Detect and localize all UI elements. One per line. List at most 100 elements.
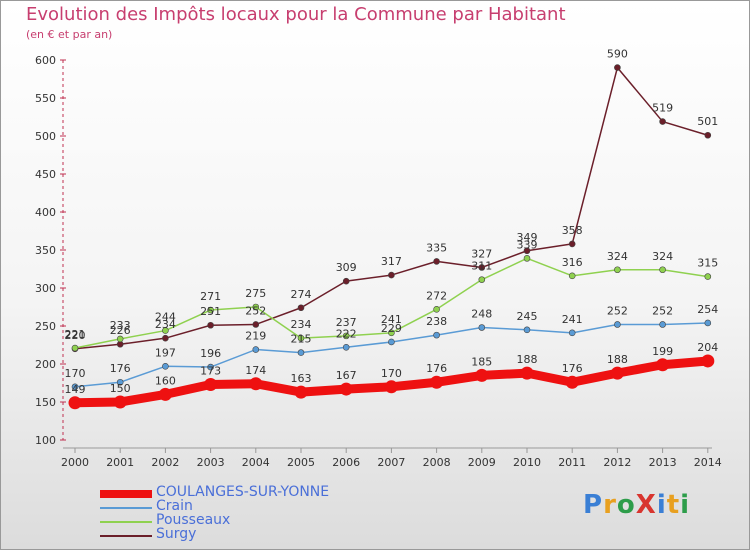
data-point-crain xyxy=(568,329,576,337)
data-label-surgy: 234 xyxy=(155,318,176,331)
series-lines xyxy=(68,64,715,410)
data-point-coulanges-sur-yonne xyxy=(520,366,534,380)
data-label-pousseaux: 316 xyxy=(562,256,583,269)
data-label-surgy: 220 xyxy=(65,329,86,342)
data-label-pousseaux: 339 xyxy=(517,238,538,251)
data-label-surgy: 226 xyxy=(110,324,131,337)
data-point-crain xyxy=(342,343,350,351)
data-point-crain xyxy=(388,338,395,346)
data-point-crain xyxy=(614,321,621,328)
data-label-crain: 248 xyxy=(471,308,492,321)
data-point-crain xyxy=(162,362,169,370)
data-point-pousseaux xyxy=(523,255,531,262)
data-point-surgy xyxy=(162,334,169,342)
legend: COULANGES-SUR-YONNE Crain Pousseaux Surg… xyxy=(100,484,440,542)
x-tick-label: 2011 xyxy=(558,456,586,469)
data-point-surgy xyxy=(568,240,576,248)
x-tick-label: 2002 xyxy=(151,456,179,469)
data-label-pousseaux: 237 xyxy=(336,316,357,329)
data-point-pousseaux xyxy=(388,329,395,337)
data-point-pousseaux xyxy=(162,327,169,334)
x-tick-label: 2010 xyxy=(513,456,541,469)
legend-swatch-coulanges xyxy=(100,490,152,498)
legend-swatch-surgy xyxy=(100,535,152,537)
logo-letter: o xyxy=(616,490,636,520)
data-label-coulanges-sur-yonne: 163 xyxy=(291,372,312,385)
logo-letter: P xyxy=(583,490,604,520)
x-tick-label: 2013 xyxy=(649,456,677,469)
y-tick-label: 250 xyxy=(35,320,56,333)
data-label-surgy: 501 xyxy=(697,115,718,128)
data-point-surgy xyxy=(433,258,440,265)
data-point-coulanges-sur-yonne xyxy=(475,368,489,382)
data-label-pousseaux: 275 xyxy=(245,287,266,300)
data-point-coulanges-sur-yonne xyxy=(656,358,670,372)
data-label-pousseaux: 324 xyxy=(652,250,673,263)
data-label-pousseaux: 271 xyxy=(200,290,221,303)
legend-label-pousseaux: Pousseaux xyxy=(156,512,231,528)
data-label-coulanges-sur-yonne: 160 xyxy=(155,374,176,387)
data-label-pousseaux: 311 xyxy=(471,260,492,273)
logo-letter: r xyxy=(603,490,617,520)
data-point-crain xyxy=(71,383,79,391)
data-point-pousseaux xyxy=(659,266,666,274)
y-tick-label: 600 xyxy=(35,54,56,67)
data-point-pousseaux xyxy=(704,273,712,280)
legend-item-pousseaux: Pousseaux xyxy=(100,512,440,528)
data-point-coulanges-sur-yonne xyxy=(384,380,398,394)
legend-label-coulanges: COULANGES-SUR-YONNE xyxy=(156,484,330,500)
data-point-surgy xyxy=(388,271,395,279)
data-label-pousseaux: 244 xyxy=(155,311,176,324)
y-tick-label: 500 xyxy=(35,130,56,143)
data-point-surgy xyxy=(297,304,305,312)
data-point-crain xyxy=(207,363,214,371)
data-label-coulanges-sur-yonne: 199 xyxy=(652,345,673,358)
data-point-coulanges-sur-yonne xyxy=(158,387,172,401)
data-label-surgy: 327 xyxy=(471,247,492,260)
data-point-crain xyxy=(659,321,666,328)
chart-title: Evolution des Impôts locaux pour la Comm… xyxy=(26,4,566,25)
data-point-pousseaux xyxy=(252,303,260,311)
data-label-coulanges-sur-yonne: 149 xyxy=(65,383,86,396)
data-label-coulanges-sur-yonne: 170 xyxy=(381,367,402,380)
legend-item-surgy: Surgy xyxy=(100,526,440,542)
chart-subtitle: (en € et par an) xyxy=(26,28,113,41)
data-label-crain: 238 xyxy=(426,315,447,328)
x-tick-label: 2007 xyxy=(377,456,405,469)
data-label-coulanges-sur-yonne: 176 xyxy=(426,362,447,375)
data-label-surgy: 335 xyxy=(426,241,447,254)
data-point-coulanges-sur-yonne xyxy=(68,396,82,410)
data-point-crain xyxy=(252,346,260,353)
data-point-coulanges-sur-yonne xyxy=(610,366,624,380)
y-tick-label: 150 xyxy=(35,396,56,409)
data-label-pousseaux: 234 xyxy=(291,318,312,331)
data-point-crain xyxy=(704,319,712,327)
data-point-surgy xyxy=(659,118,666,125)
logo-letter: i xyxy=(656,490,667,520)
data-label-surgy: 251 xyxy=(200,305,221,318)
data-point-surgy xyxy=(704,131,712,139)
data-label-coulanges-sur-yonne: 188 xyxy=(607,353,628,366)
data-point-crain xyxy=(478,324,486,331)
data-label-surgy: 309 xyxy=(336,261,357,274)
data-label-surgy: 349 xyxy=(517,231,538,244)
data-point-surgy xyxy=(207,321,214,329)
data-label-coulanges-sur-yonne: 188 xyxy=(517,353,538,366)
data-label-coulanges-sur-yonne: 167 xyxy=(336,369,357,382)
data-point-pousseaux xyxy=(614,266,621,274)
data-label-crain: 196 xyxy=(200,347,221,360)
data-point-surgy xyxy=(342,277,350,285)
data-point-crain xyxy=(523,326,531,334)
y-tick-label: 350 xyxy=(35,244,56,257)
y-tick-label: 200 xyxy=(35,358,56,371)
data-point-pousseaux xyxy=(478,276,486,283)
x-tick-label: 2012 xyxy=(603,456,631,469)
x-tick-label: 2004 xyxy=(242,456,270,469)
data-point-coulanges-sur-yonne xyxy=(339,382,353,396)
proxiti-logo: ProXiti xyxy=(583,490,690,520)
y-tick-label: 450 xyxy=(35,168,56,181)
legend-item-crain: Crain xyxy=(100,498,440,514)
data-point-crain xyxy=(116,378,124,386)
data-point-pousseaux xyxy=(116,335,124,343)
data-point-surgy xyxy=(523,247,531,255)
